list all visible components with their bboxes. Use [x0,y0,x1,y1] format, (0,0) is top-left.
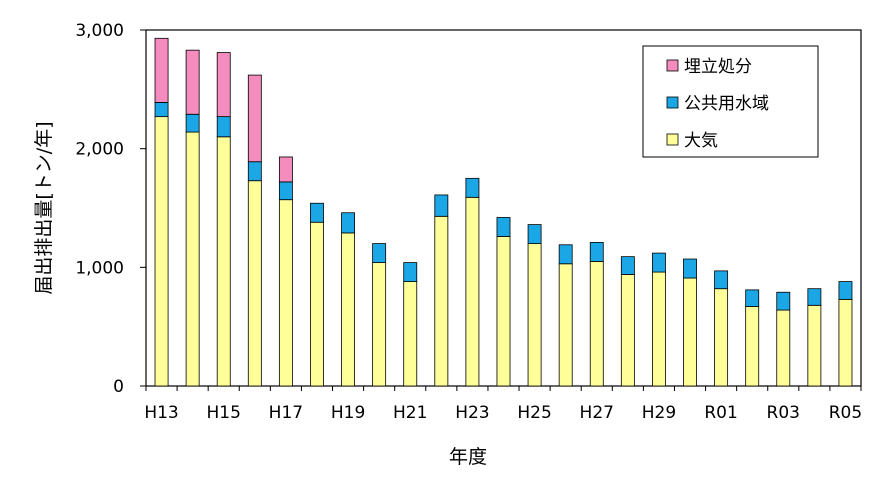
x-axis-ticks: H13 H15 H17 H19 H21 H23 H25 H27 H29 R01 R03 R05 [144,386,862,423]
bar-H17-series-0 [278,199,293,387]
bar-H18-series-1 [310,202,324,223]
bars [154,37,853,387]
bar-H14-series-2 [185,49,200,115]
x-tick-label: H17 [269,403,303,423]
bar-H20-series-0 [372,262,387,387]
bar-H13-series-2 [154,37,169,103]
x-tick-label: H21 [393,403,427,423]
bar-H16-series-2 [247,74,262,163]
legend-swatch [666,59,679,72]
bar-H15-series-0 [216,136,231,387]
bar-H23-series-0 [465,196,480,387]
bar-H17-series-1 [278,181,293,201]
bar-H28-series-1 [620,256,635,275]
bar-R02-series-1 [745,289,760,307]
x-tick-label: H13 [144,403,178,423]
bar-H17-series-2 [278,156,293,183]
bar-H25-series-0 [527,243,542,387]
bar-R05-series-0 [838,298,853,387]
bar-H19-series-1 [341,212,356,234]
y-axis-title: 届出排出量[トン/年] [33,121,55,294]
bar-H24-series-1 [496,217,511,237]
bar-R04-series-0 [807,304,822,387]
x-tick-label: H15 [207,403,241,423]
bar-H26-series-1 [558,244,573,265]
y-tick-label: 0 [113,377,124,397]
bar-H16-series-1 [247,161,262,182]
bar-R01-series-1 [714,270,729,290]
bar-H27-series-1 [589,242,604,262]
bar-R04-series-1 [807,288,822,306]
legend-label: 公共用水域 [684,94,769,114]
bar-H16-series-0 [247,180,262,387]
bar-H22-series-0 [434,215,449,387]
legend-swatch [666,133,679,146]
x-tick-label: H23 [455,403,489,423]
x-tick-label: H19 [331,403,365,423]
y-tick-label: 1,000 [75,258,124,278]
bar-H19-series-0 [341,232,356,387]
bar-H14-series-1 [185,113,200,133]
bar-H27-series-0 [589,260,604,387]
bar-R03-series-0 [776,309,791,387]
y-tick-label: 2,000 [75,140,124,160]
bar-H29-series-0 [652,271,666,387]
bar-H14-series-0 [185,131,200,387]
bar-H30-series-0 [683,277,697,387]
x-axis-title: 年度 [449,446,487,468]
x-tick-label: R03 [767,403,800,423]
bar-R05-series-1 [838,281,853,300]
bar-R01-series-0 [714,288,729,387]
y-axis-ticks: 0 1,000 2,000 3,000 [75,21,146,397]
bar-H30-series-1 [683,258,697,279]
x-tick-label: R01 [704,403,737,423]
y-tick-label: 3,000 [75,21,124,41]
legend-swatch [666,96,679,109]
bar-H21-series-1 [403,262,418,282]
x-tick-label: H29 [642,403,676,423]
bar-H18-series-0 [310,221,324,387]
bar-H22-series-1 [434,194,449,217]
bar-H26-series-0 [558,263,573,387]
bar-H15-series-2 [216,52,231,118]
x-tick-label: H25 [517,403,551,423]
bar-H13-series-1 [154,101,169,118]
bar-H23-series-1 [465,177,480,198]
legend-label: 大気 [684,131,718,151]
bar-H21-series-0 [403,281,418,387]
bar-H28-series-0 [620,274,635,387]
bar-R02-series-0 [745,306,760,387]
bar-H13-series-0 [154,116,169,387]
x-tick-label: R05 [829,403,862,423]
legend-label: 埋立処分 [684,57,752,77]
bar-H25-series-1 [527,224,542,245]
bar-H24-series-0 [496,236,511,387]
bar-H20-series-1 [372,243,387,263]
bar-R03-series-1 [776,291,791,311]
bar-H29-series-1 [652,252,666,273]
bar-H15-series-1 [216,116,231,138]
x-tick-label: H27 [580,403,614,423]
